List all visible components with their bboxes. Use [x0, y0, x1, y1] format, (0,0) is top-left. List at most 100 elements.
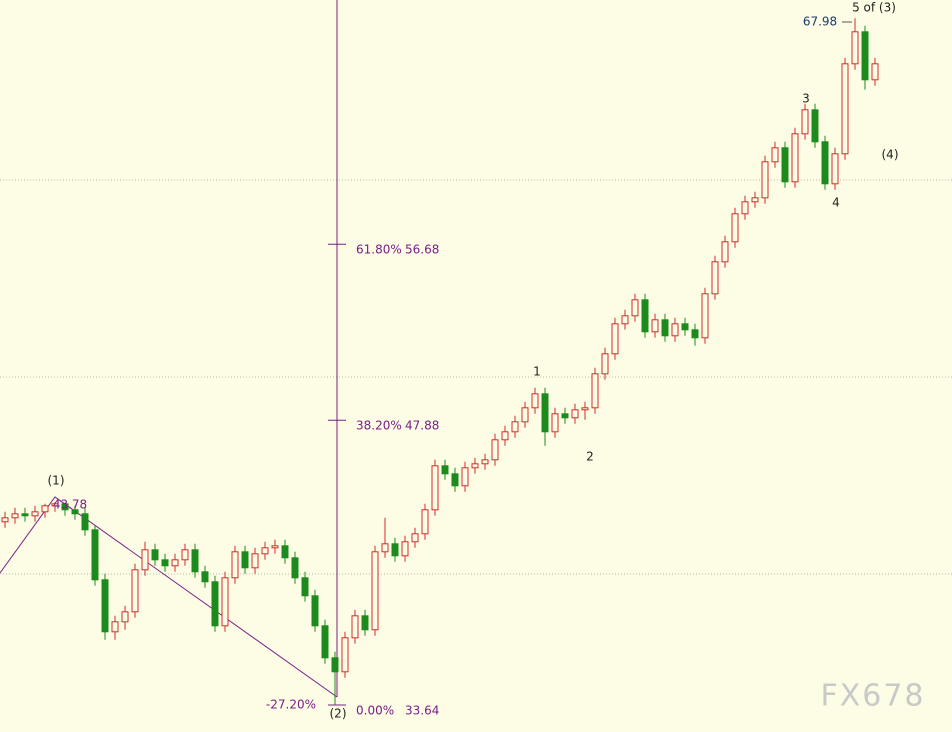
candle-body — [581, 407, 589, 411]
candle-body — [851, 31, 859, 65]
candle-body — [801, 109, 809, 135]
candle-body — [161, 559, 169, 567]
candle-body — [261, 547, 269, 555]
candle-body — [461, 467, 469, 487]
candle-body — [101, 579, 109, 633]
candle-body — [601, 353, 609, 375]
fib-percent: 38.20% — [356, 419, 402, 433]
candle-body — [761, 161, 769, 199]
candle-body — [11, 513, 19, 519]
candle-body — [731, 213, 739, 243]
candle-body — [721, 241, 729, 263]
price-label: 67.98 — [803, 15, 837, 29]
candle-body — [231, 551, 239, 579]
candle-body — [811, 109, 819, 143]
candle-body — [701, 293, 709, 339]
wave-label: 4 — [832, 196, 840, 210]
wave-label: 3 — [802, 92, 810, 106]
candle-body — [521, 407, 529, 423]
candle-body — [421, 509, 429, 535]
candle-body — [191, 549, 199, 573]
candle-body — [451, 473, 459, 487]
candle-body — [381, 543, 389, 553]
candle-body — [331, 657, 339, 673]
candle-body — [481, 459, 489, 465]
candle-body — [531, 393, 539, 409]
candle-body — [501, 431, 509, 441]
candle-body — [821, 141, 829, 185]
candle-body — [651, 319, 659, 333]
wave-label: 2 — [586, 450, 594, 464]
candle-body — [81, 513, 89, 531]
candle-body — [841, 63, 849, 155]
candle-body — [1, 517, 9, 523]
candle-body — [401, 541, 409, 557]
candle-body — [281, 545, 289, 559]
candle-body — [251, 553, 259, 569]
candle-body — [441, 465, 449, 475]
candle-body — [21, 513, 29, 517]
fib-percent: 0.00% — [356, 704, 394, 718]
candle-body — [491, 439, 499, 461]
fib-percent: 61.80% — [356, 243, 402, 257]
candle-body — [831, 153, 839, 185]
candle-body — [661, 319, 669, 337]
candle-body — [61, 503, 69, 511]
fib-price: 47.88 — [405, 419, 439, 433]
candle-body — [671, 323, 679, 337]
fib-extension: -27.20% — [266, 698, 316, 712]
candle-body — [211, 581, 219, 627]
candle-body — [681, 323, 689, 331]
candle-body — [411, 533, 419, 543]
candle-body — [781, 147, 789, 183]
wave-label: (2) — [330, 707, 347, 721]
candle-body — [311, 595, 319, 627]
candle-body — [751, 197, 759, 203]
candle-body — [561, 413, 569, 419]
candle-body — [121, 611, 129, 623]
wave-label: (1) — [48, 474, 65, 488]
candle-body — [711, 261, 719, 295]
candle-body — [141, 549, 149, 571]
candles — [1, 18, 879, 705]
candle-body — [321, 625, 329, 659]
candle-body — [111, 621, 119, 633]
wave-label: 1 — [533, 365, 541, 379]
candle-body — [551, 413, 559, 433]
candle-body — [591, 373, 599, 409]
candle-body — [291, 557, 299, 579]
candle-body — [861, 31, 869, 81]
candle-body — [691, 329, 699, 339]
fibonacci-tool: 61.80% 56.68 38.20% 47.88 0.00% 33.64 -27.20% — [266, 0, 439, 718]
candle-body — [51, 503, 59, 507]
candle-body — [371, 551, 379, 631]
candle-body — [641, 299, 649, 333]
price-label: 43.78 — [53, 498, 87, 512]
fib-price: 56.68 — [405, 243, 439, 257]
candle-body — [181, 549, 189, 561]
candle-body — [341, 637, 349, 673]
candle-body — [31, 511, 39, 517]
candle-body — [391, 543, 399, 557]
wave-label: (4) — [882, 148, 899, 162]
candle-body — [351, 615, 359, 639]
candle-body — [541, 393, 549, 433]
wave-label: 5 of (3) — [852, 1, 896, 15]
candle-body — [131, 569, 139, 613]
candle-body — [201, 571, 209, 583]
candle-body — [361, 615, 369, 631]
candle-body — [611, 323, 619, 355]
candle-body — [171, 559, 179, 567]
candle-body — [41, 505, 49, 513]
candle-body — [511, 421, 519, 433]
candle-body — [631, 299, 639, 317]
candle-body — [471, 463, 479, 469]
candle-body — [241, 551, 249, 569]
candle-body — [791, 133, 799, 183]
watermark: FX678 — [820, 679, 925, 714]
candle-body — [771, 147, 779, 163]
candle-body — [741, 201, 749, 215]
candle-body — [871, 63, 879, 81]
candle-body — [431, 465, 439, 511]
